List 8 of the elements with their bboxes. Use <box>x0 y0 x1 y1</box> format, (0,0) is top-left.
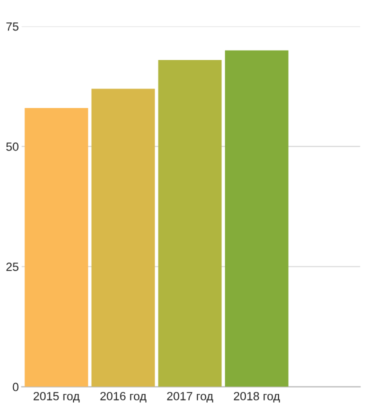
y-tick-label: 0 <box>12 382 18 392</box>
y-tick-label: 25 <box>6 262 18 272</box>
x-tick-label: 2016 год <box>100 392 146 403</box>
y-tick-label: 50 <box>6 142 18 151</box>
x-tick-label: 2018 год <box>234 392 280 403</box>
x-tick-label: 2017 год <box>167 392 214 403</box>
x-tick-label: 2015 год <box>34 392 80 403</box>
y-tick-label: 75 <box>6 22 18 31</box>
